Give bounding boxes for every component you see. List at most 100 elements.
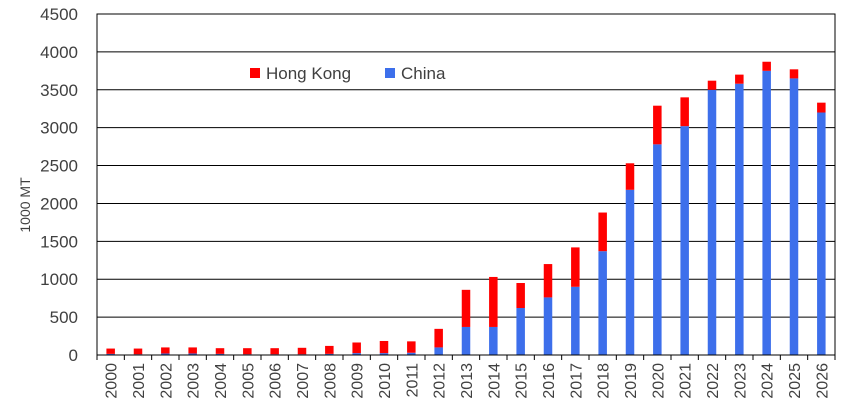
bar-hong-kong-2024 [762, 61, 771, 71]
bar-hong-kong-2005 [243, 348, 252, 355]
bar-hong-kong-2003 [188, 347, 197, 354]
legend-swatch-china [385, 68, 395, 78]
x-tick-label: 2011 [404, 363, 421, 398]
x-tick-label: 2013 [459, 363, 476, 399]
y-tick-label: 500 [50, 308, 78, 327]
bar-china-2020 [653, 144, 662, 355]
bar-hong-kong-2026 [817, 102, 826, 113]
x-tick-label: 2015 [514, 363, 531, 399]
bar-hong-kong-2023 [735, 74, 744, 84]
bar-hong-kong-2022 [707, 80, 717, 90]
x-tick-label: 2010 [377, 363, 394, 399]
bar-hong-kong-2018 [598, 212, 607, 252]
gridlines [97, 13, 835, 318]
y-tick-label: 3000 [40, 119, 78, 138]
x-tick-label: 2008 [322, 363, 339, 399]
x-tick-label: 2012 [432, 363, 449, 399]
x-tick-label: 2017 [568, 363, 585, 399]
bar-china-2000 [106, 353, 115, 355]
bar-china-2019 [625, 189, 635, 355]
x-tick-label: 2016 [541, 363, 558, 399]
bar-hong-kong-2014 [489, 276, 498, 327]
y-tick-label: 4000 [40, 43, 78, 62]
x-tick-label: 2025 [787, 363, 804, 399]
bar-hong-kong-2016 [543, 264, 553, 298]
bar-china-2008 [325, 353, 334, 355]
bar-hong-kong-2011 [407, 341, 416, 353]
x-tick-label: 2024 [760, 363, 777, 399]
bar-hong-kong-2020 [653, 105, 662, 145]
bar-china-2009 [352, 353, 361, 355]
bar-china-2003 [188, 353, 197, 355]
plot-frame [96, 13, 836, 356]
bar-china-2018 [598, 251, 607, 355]
bar-china-2012 [434, 347, 443, 355]
bar-china-2013 [461, 326, 471, 355]
x-tick-label: 2023 [732, 363, 749, 399]
bar-hong-kong-2017 [571, 247, 580, 287]
bar-china-2024 [762, 70, 771, 355]
bar-hong-kong-2007 [297, 347, 307, 355]
x-tick-label: 2018 [596, 363, 613, 399]
bar-hong-kong-2001 [133, 348, 143, 355]
x-tick-label: 2005 [240, 363, 257, 399]
bar-hong-kong-2000 [106, 348, 115, 354]
x-tick-label: 2002 [158, 363, 175, 399]
bar-china-2010 [379, 353, 389, 355]
x-tick-label: 2000 [104, 363, 121, 399]
y-tick-label: 3500 [40, 81, 78, 100]
legend-swatch-hong-kong [250, 68, 260, 78]
y-axis-label: 1000 MT [17, 177, 33, 233]
y-tick-labels: 0 500 1000 1500 2000 2500 3000 3500 4000 4500 [40, 5, 78, 365]
y-tick-label: 2500 [40, 157, 78, 176]
bar-hong-kong-2019 [625, 163, 635, 190]
bar-hong-kong-2006 [270, 348, 279, 355]
y-tick-label: 1500 [40, 232, 78, 251]
bar-hong-kong-2004 [215, 348, 225, 354]
bar-china-2026 [817, 112, 826, 355]
x-tick-label: 2014 [486, 363, 503, 399]
bar-hong-kong-2010 [379, 340, 389, 354]
bar-hong-kong-2012 [434, 328, 443, 348]
x-tick-label: 2026 [814, 363, 831, 399]
y-tick-label: 0 [69, 346, 78, 365]
y-tick-label: 4500 [40, 5, 78, 24]
x-tick-label: 2001 [131, 363, 148, 399]
legend: Hong Kong China [250, 64, 446, 83]
bar-china-2004 [215, 353, 225, 355]
legend-label-hong-kong: Hong Kong [266, 64, 351, 83]
bar-hong-kong-2015 [516, 283, 525, 309]
bar-china-2016 [543, 297, 553, 355]
bar-china-2011 [407, 352, 416, 355]
x-tick-label: 2020 [650, 363, 667, 399]
x-tick-label: 2009 [350, 363, 367, 399]
x-tick-label: 2004 [213, 363, 230, 399]
bar-china-2017 [571, 286, 580, 355]
bar-china-2014 [489, 326, 498, 355]
y-tick-label: 1000 [40, 270, 78, 289]
x-tick-label: 2019 [623, 363, 640, 399]
x-tick-label: 2021 [678, 363, 695, 399]
axes [96, 13, 836, 360]
x-tick-label: 2006 [268, 363, 285, 399]
y-tick-label: 2000 [40, 194, 78, 213]
bars [106, 61, 826, 356]
bar-china-2022 [707, 89, 717, 356]
bar-hong-kong-2009 [352, 342, 361, 354]
bar-china-2002 [161, 353, 170, 355]
bar-hong-kong-2002 [161, 347, 170, 354]
bar-hong-kong-2008 [325, 345, 334, 354]
bar-hong-kong-2025 [789, 69, 799, 79]
x-tick-label: 2022 [705, 363, 722, 399]
bar-china-2023 [735, 83, 744, 356]
x-tick-label: 2003 [186, 363, 203, 399]
bar-china-2015 [516, 308, 525, 355]
x-tick-labels: 2000 2001 2002 2003 2004 2005 2006 2007 2008 2009… [104, 363, 832, 399]
bar-china-2021 [680, 126, 689, 355]
legend-label-china: China [401, 64, 446, 83]
bar-hong-kong-2013 [461, 289, 471, 327]
bar-hong-kong-2021 [680, 97, 689, 127]
bar-china-2025 [789, 78, 799, 356]
